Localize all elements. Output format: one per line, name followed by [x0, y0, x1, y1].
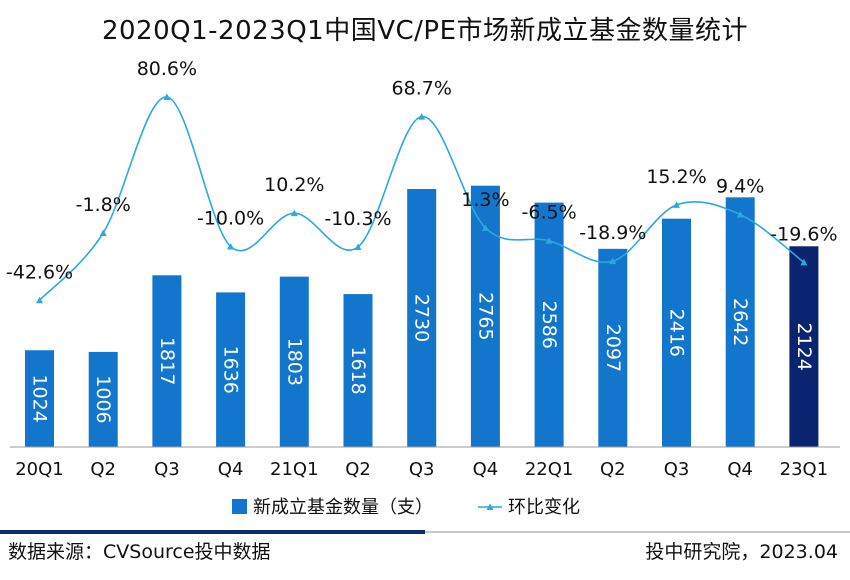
percent-marker-7: [481, 224, 489, 231]
footer-divider-light: [425, 531, 850, 533]
percent-marker-4: [290, 209, 298, 217]
bar-value-label-9: 2097: [602, 324, 624, 372]
bar-value-label-11: 2642: [729, 298, 751, 346]
chart-title: 2020Q1-2023Q1中国VC/PE市场新成立基金数量统计: [101, 16, 749, 46]
percent-marker-12: [800, 258, 808, 266]
bar-value-label-6: 2730: [411, 294, 433, 342]
bar-value-label-2: 1817: [156, 337, 178, 385]
percent-label-11: 9.4%: [716, 175, 764, 197]
x-tick-label-4: 21Q1: [270, 459, 319, 480]
percent-marker-2: [163, 93, 171, 101]
bar-9: [598, 248, 628, 447]
x-tick-label-7: Q4: [473, 459, 499, 480]
x-tick-label-8: 22Q1: [525, 459, 574, 480]
bar-3: [216, 292, 246, 447]
percent-label-8: -6.5%: [522, 202, 577, 224]
percent-marker-6: [418, 113, 426, 120]
x-tick-label-10: Q3: [664, 459, 690, 480]
bar-value-label-0: 1024: [29, 374, 51, 422]
bar-5: [343, 294, 373, 447]
percent-label-2: 80.6%: [137, 58, 197, 80]
x-tick-label-11: Q4: [727, 459, 753, 480]
x-tick-label-3: Q4: [218, 459, 244, 480]
bar-value-label-4: 1803: [283, 338, 305, 386]
percent-label-4: 10.2%: [264, 174, 324, 196]
percent-marker-3: [227, 243, 235, 250]
bar-1: [88, 351, 118, 447]
bar-0: [25, 350, 54, 447]
legend-line-label: 环比变化: [508, 497, 580, 518]
percent-label-7: 1.3%: [461, 189, 509, 211]
x-tick-label-0: 20Q1: [15, 459, 64, 480]
bar-2: [152, 275, 182, 447]
percent-label-10: 15.2%: [646, 166, 706, 188]
x-tick-label-5: Q2: [345, 459, 371, 480]
bar-value-label-10: 2416: [666, 309, 688, 357]
bar-4: [279, 276, 309, 447]
x-tick-label-6: Q3: [409, 459, 435, 480]
percent-label-9: -18.9%: [579, 222, 646, 244]
x-tick-label-9: Q2: [600, 459, 626, 480]
bar-value-label-8: 2586: [538, 301, 560, 349]
bar-11: [725, 197, 755, 447]
bar-value-label-1: 1006: [92, 375, 114, 423]
percent-marker-10: [673, 201, 680, 208]
percent-label-3: -10.0%: [197, 208, 264, 230]
bar-10: [662, 218, 691, 447]
credit-note: 投中研究院，2023.04: [645, 541, 838, 563]
legend-line-marker: [486, 503, 494, 510]
percent-marker-8: [545, 237, 553, 244]
bar-value-label-12: 2124: [793, 322, 815, 370]
legend-bar-swatch: [232, 499, 247, 514]
percent-marker-11: [736, 210, 744, 218]
percent-marker-1: [99, 229, 107, 236]
percent-marker-9: [609, 257, 617, 265]
x-tick-label-12: 23Q1: [780, 459, 829, 480]
legend-bar-label: 新成立基金数量（支）: [253, 497, 433, 518]
bar-value-label-3: 1636: [220, 346, 242, 394]
bar-6: [407, 189, 437, 447]
footer-divider-dark: [0, 530, 425, 534]
bar-value-label-7: 2765: [474, 292, 496, 340]
percent-label-12: -19.6%: [770, 223, 837, 245]
x-tick-label-1: Q2: [90, 459, 116, 480]
chart-plot: 1024 1006 1817 1636 1803 1618 2730 2765 2586 2097…: [6, 58, 840, 518]
percent-marker-0: [36, 296, 43, 304]
percent-marker-5: [354, 243, 362, 250]
bar-12: [789, 246, 819, 447]
percent-label-5: -10.3%: [324, 208, 391, 230]
percent-label-0: -42.6%: [6, 261, 73, 283]
data-source-note: 数据来源：CVSource投中数据: [8, 541, 271, 563]
bar-value-label-5: 1618: [347, 346, 369, 394]
percent-label-6: 68.7%: [392, 78, 452, 100]
x-tick-label-2: Q3: [154, 459, 180, 480]
percent-label-1: -1.8%: [76, 194, 131, 216]
